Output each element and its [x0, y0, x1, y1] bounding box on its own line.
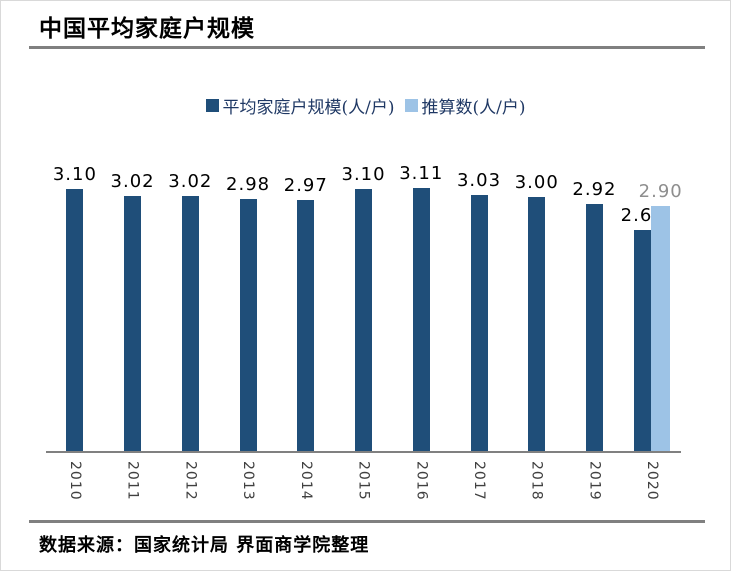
- bar-estimate-2020: 2.90: [639, 181, 682, 451]
- bar-actual-2018: 3.00: [515, 172, 558, 451]
- x-axis-label: 2019: [586, 461, 603, 501]
- category-slot-2013: 2.98 2013: [219, 151, 277, 501]
- data-label: 3.00: [514, 172, 559, 193]
- bar-actual-2014: 2.97: [284, 175, 327, 451]
- chart-legend: 平均家庭户规模(人/户) 推算数(人/户): [1, 93, 730, 118]
- category-slot-2010: 3.10 2010: [46, 151, 104, 501]
- title-divider: [29, 46, 705, 49]
- x-axis-label: 2011: [124, 461, 141, 501]
- category-slot-2019: 2.92 2019: [566, 151, 624, 501]
- legend-item: 平均家庭户规模(人/户): [205, 93, 395, 118]
- plot-area: 3.10 2010 3.02 2011 3.02 2012 2.98 2013 2.97 2014…: [46, 151, 682, 501]
- data-label: 2.98: [226, 174, 271, 195]
- category-slot-2012: 3.02 2012: [161, 151, 219, 501]
- category-slot-2020: 2.62 2.90 2020: [621, 151, 682, 501]
- bar-actual-2017: 3.03: [457, 170, 500, 451]
- bar-actual-2013: 2.98: [226, 174, 269, 451]
- legend-swatch-icon: [205, 99, 219, 112]
- x-axis-label: 2010: [66, 461, 83, 501]
- bar-actual-2015: 3.10: [341, 164, 385, 451]
- x-axis-label: 2013: [240, 461, 257, 501]
- data-label: 3.10: [52, 164, 97, 185]
- category-slot-2015: 3.10 2015: [335, 151, 393, 501]
- bar-actual-2010: 3.10: [53, 164, 96, 451]
- data-label: 3.03: [456, 170, 502, 191]
- category-slot-2016: 3.11 2016: [392, 151, 450, 501]
- chart-title: 中国平均家庭户规模: [39, 15, 255, 42]
- bar-actual-2012: 3.02: [168, 171, 211, 451]
- category-slot-2018: 3.00 2018: [508, 151, 566, 501]
- legend-label: 推算数(人/户): [421, 98, 526, 118]
- footer-divider: [29, 520, 705, 523]
- bar-actual-2020: 2.62: [621, 205, 664, 451]
- data-label: 3.02: [110, 171, 155, 192]
- data-label: 3.10: [341, 164, 386, 185]
- x-axis-label: 2015: [355, 461, 372, 501]
- bar-actual-2016: 3.11: [399, 163, 442, 451]
- legend-swatch-icon: [404, 99, 418, 112]
- category-slot-2017: 3.03 2017: [450, 151, 508, 501]
- x-axis-label: 2018: [528, 461, 545, 501]
- x-axis-label: 2017: [471, 461, 487, 501]
- bar-actual-2019: 2.92: [572, 179, 616, 451]
- x-axis-label: 2012: [182, 461, 199, 501]
- x-axis-label: 2020: [644, 461, 661, 501]
- x-axis-label: 2014: [297, 461, 314, 501]
- bar-actual-2011: 3.02: [111, 171, 154, 451]
- x-axis-label: 2016: [413, 461, 430, 501]
- legend-item: 推算数(人/户): [404, 93, 526, 118]
- data-label: 2.92: [572, 179, 617, 200]
- data-label: 2.97: [283, 175, 328, 196]
- data-label: 2.90: [638, 181, 683, 202]
- category-slot-2011: 3.02 2011: [104, 151, 162, 501]
- data-label: 3.02: [168, 171, 213, 192]
- data-label: 3.11: [399, 163, 444, 184]
- category-slot-2014: 2.97 2014: [277, 151, 335, 501]
- data-source: 数据来源：国家统计局 界面商学院整理: [39, 535, 370, 556]
- legend-label: 平均家庭户规模(人/户): [222, 98, 395, 118]
